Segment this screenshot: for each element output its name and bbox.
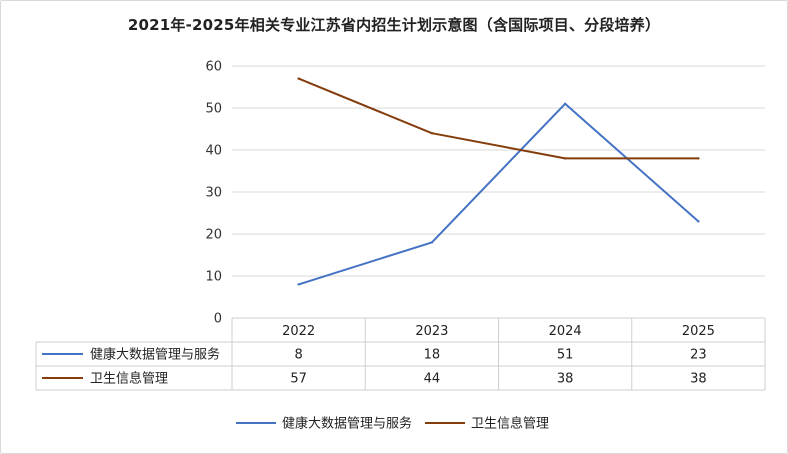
x-tick-label-2024: 2024 bbox=[549, 324, 582, 339]
data-point-0-2 bbox=[563, 102, 567, 106]
table-cell-1-1: 44 bbox=[424, 372, 441, 387]
y-tick-label-60: 60 bbox=[205, 60, 222, 75]
table-series-label-0: 健康大数据管理与服务 bbox=[90, 347, 220, 363]
x-tick-label-2025: 2025 bbox=[682, 324, 715, 339]
legend-label-1: 卫生信息管理 bbox=[471, 416, 549, 432]
table-cell-1-0: 57 bbox=[290, 372, 307, 387]
y-tick-label-40: 40 bbox=[205, 144, 222, 159]
table-cell-1-2: 38 bbox=[557, 372, 574, 387]
data-point-0-1 bbox=[430, 241, 434, 244]
y-tick-label-20: 20 bbox=[205, 228, 222, 243]
table-cell-0-0: 8 bbox=[294, 348, 302, 363]
y-tick-label-10: 10 bbox=[205, 270, 222, 285]
x-tick-label-2023: 2023 bbox=[415, 324, 448, 339]
data-point-1-1 bbox=[430, 132, 434, 135]
table-series-label-1: 卫生信息管理 bbox=[90, 371, 168, 387]
data-point-1-3 bbox=[697, 157, 700, 160]
table-cell-0-3: 23 bbox=[690, 348, 707, 363]
y-tick-label-30: 30 bbox=[205, 186, 222, 201]
x-tick-label-2022: 2022 bbox=[282, 324, 315, 339]
y-tick-label-50: 50 bbox=[205, 102, 222, 117]
data-point-1-2 bbox=[563, 157, 567, 160]
data-point-0-0 bbox=[297, 283, 300, 286]
series-line-0 bbox=[298, 102, 700, 286]
data-point-1-0 bbox=[297, 77, 300, 80]
chart-title: 2021年-2025年相关专业江苏省内招生计划示意图（含国际项目、分段培养） bbox=[127, 16, 661, 34]
y-tick-label-0: 0 bbox=[214, 312, 222, 327]
data-point-0-3 bbox=[697, 220, 700, 223]
table-cell-0-1: 18 bbox=[424, 348, 441, 363]
series-line-1 bbox=[298, 77, 699, 160]
table-cell-1-3: 38 bbox=[690, 372, 707, 387]
legend-label-0: 健康大数据管理与服务 bbox=[282, 416, 412, 432]
table-cell-0-2: 51 bbox=[557, 348, 574, 363]
